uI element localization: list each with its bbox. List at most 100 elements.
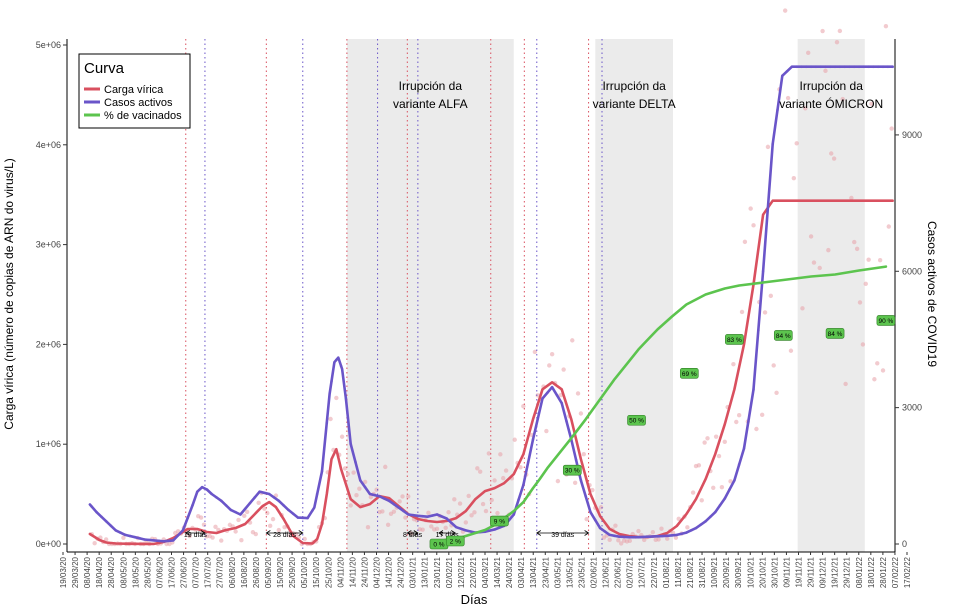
left-tick-label-2: 2e+06 — [36, 339, 61, 349]
x-tick-label-32: 02/02/21 — [445, 556, 454, 588]
raw-point — [121, 535, 126, 541]
raw-point — [483, 508, 489, 514]
raw-point — [607, 537, 612, 543]
x-axis-label: Días — [461, 592, 488, 607]
variant-label-line2-2: variante DELTA — [593, 97, 676, 111]
raw-point — [103, 537, 109, 542]
legend-entry-casos: Casos activos — [104, 97, 173, 109]
x-tick-label-15: 16/08/20 — [240, 556, 249, 588]
raw-point — [734, 419, 739, 425]
x-tick-label-31: 23/01/21 — [433, 556, 442, 588]
raw-point — [544, 428, 549, 434]
raw-point — [365, 524, 371, 530]
raw-point — [495, 510, 500, 516]
raw-point — [555, 478, 561, 484]
vaccination-badge-8 — [825, 328, 845, 339]
raw-point — [751, 223, 756, 228]
raw-point — [759, 412, 765, 418]
series-line-1 — [88, 199, 894, 546]
lag-arrowhead-right-0 — [200, 530, 206, 536]
raw-point — [762, 310, 768, 315]
raw-point — [210, 535, 215, 540]
raw-point — [570, 338, 575, 343]
x-tick-label-18: 15/09/20 — [276, 556, 285, 588]
vaccination-badge-label-4: 50 % — [629, 418, 644, 425]
raw-point — [843, 381, 848, 387]
raw-point — [198, 515, 204, 520]
raw-point — [429, 524, 434, 529]
x-tick-label-4: 28/04/20 — [107, 556, 116, 588]
raw-point — [426, 510, 431, 516]
x-tick-label-19: 25/09/20 — [288, 556, 297, 588]
raw-point — [731, 361, 736, 367]
raw-point — [659, 526, 664, 531]
raw-point — [849, 195, 854, 201]
x-tick-label-58: 20/10/21 — [758, 556, 767, 588]
x-tick-label-26: 04/12/20 — [372, 556, 381, 588]
raw-point — [699, 498, 704, 503]
x-tick-label-8: 07/06/20 — [155, 556, 164, 588]
raw-point — [590, 487, 595, 493]
raw-point — [690, 490, 696, 495]
raw-point — [446, 510, 451, 515]
raw-point — [739, 309, 745, 315]
lag-label-3: 17 días — [436, 532, 459, 539]
x-tick-label-69: 07/02/22 — [891, 556, 900, 588]
x-tick-label-34: 22/02/21 — [469, 556, 478, 588]
raw-point — [618, 541, 624, 546]
raw-point — [244, 509, 250, 515]
x-tick-label-30: 13/01/21 — [421, 556, 430, 588]
raw-point — [613, 523, 618, 528]
x-tick-label-20: 05/10/20 — [300, 556, 309, 588]
raw-point — [262, 506, 267, 511]
raw-point — [400, 494, 405, 499]
raw-point — [831, 156, 837, 161]
raw-point — [785, 95, 791, 101]
x-tick-label-27: 14/12/20 — [385, 556, 394, 588]
x-tick-label-59: 30/10/21 — [770, 556, 779, 588]
left-tick-label-4: 4e+06 — [36, 140, 61, 150]
x-tick-label-11: 07/07/20 — [192, 556, 201, 588]
vaccination-badge-label-2: 9 % — [494, 519, 505, 526]
x-tick-label-42: 13/05/21 — [565, 556, 574, 588]
x-tick-label-39: 13/04/21 — [529, 556, 538, 588]
raw-point — [696, 463, 702, 468]
raw-point — [239, 538, 244, 543]
left-tick-label-0: 0e+00 — [36, 539, 61, 549]
raw-point — [420, 527, 425, 532]
raw-point — [834, 39, 840, 45]
x-tick-label-52: 21/08/21 — [686, 556, 695, 588]
raw-point — [354, 493, 359, 498]
x-tick-label-45: 12/06/21 — [602, 556, 611, 588]
raw-point — [656, 537, 661, 542]
x-tick-label-44: 02/06/21 — [590, 556, 599, 588]
raw-point — [489, 497, 494, 503]
x-tick-label-16: 26/08/20 — [252, 556, 261, 588]
raw-point — [480, 501, 486, 507]
raw-point — [791, 175, 797, 181]
raw-point — [716, 453, 722, 459]
raw-point — [549, 351, 555, 357]
variant-label-line2-1: variante ALFA — [393, 97, 468, 111]
raw-point — [872, 377, 877, 382]
legend-title: Curva — [84, 60, 125, 77]
x-tick-label-1: 29/03/20 — [71, 556, 80, 588]
raw-point — [342, 466, 348, 471]
raw-point — [498, 452, 503, 457]
lag-arrowhead-left-1 — [265, 530, 271, 536]
vaccination-badge-2 — [490, 515, 509, 527]
raw-point — [754, 426, 759, 432]
raw-point — [486, 451, 492, 456]
lag-arrowhead-right-4 — [584, 530, 590, 536]
raw-point — [463, 520, 469, 525]
left-y-axis-label: Carga vírica (número de copias de ARN do… — [2, 158, 16, 429]
x-tick-label-21: 15/10/20 — [312, 556, 321, 588]
x-tick-label-33: 12/02/21 — [457, 556, 466, 588]
raw-point — [860, 342, 866, 347]
x-tick-label-24: 14/11/20 — [348, 556, 357, 587]
x-tick-label-38: 03/04/21 — [517, 556, 526, 588]
legend: Curva Carga vírica Casos activos % de va… — [78, 53, 191, 129]
raw-point — [357, 486, 362, 491]
vaccination-badge-7 — [773, 330, 793, 341]
raw-point — [219, 538, 224, 543]
